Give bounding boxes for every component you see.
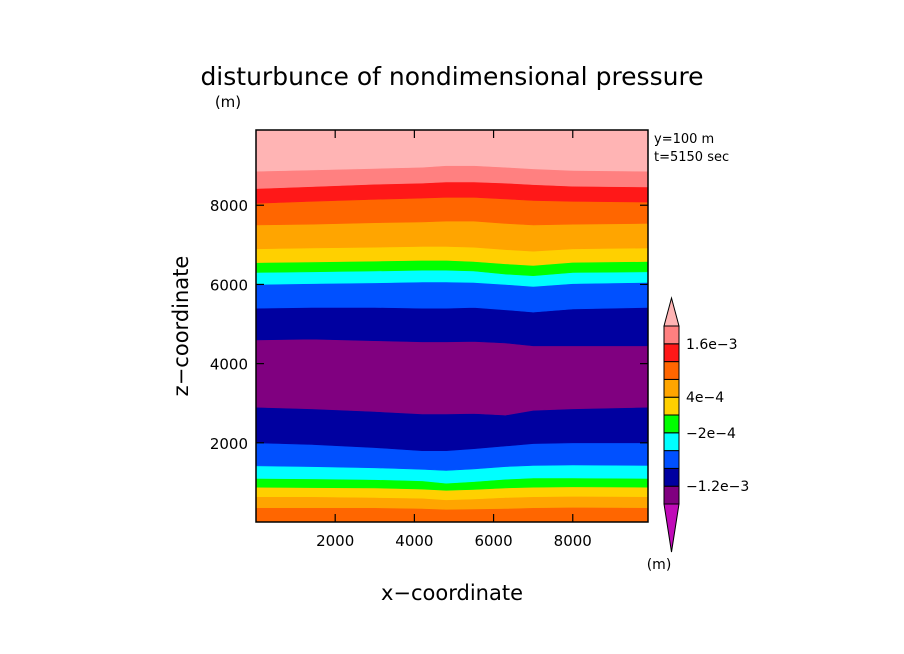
colorbar-swatch: [663, 450, 680, 469]
colorbar-swatch: [663, 343, 680, 363]
y-axis-label: z−coordinate: [169, 256, 193, 397]
colorbar: 1.6e−3 4e−4 −2e−4 −1.2e−3: [663, 296, 749, 553]
colorbar-swatch: [663, 396, 680, 416]
y-axis: 2000 4000 6000 8000: [210, 197, 648, 453]
x-tick-label: 8000: [554, 532, 592, 550]
y-tick-label: 4000: [210, 356, 248, 374]
colorbar-unit: (m): [647, 557, 672, 573]
contour-field: [255, 129, 649, 523]
colorbar-swatch: [663, 361, 680, 380]
chart-title: disturbunce of nondimensional pressure: [200, 62, 703, 91]
colorbar-swatch: [663, 485, 680, 505]
info-t: t=5150 sec: [654, 150, 729, 165]
colorbar-label: 4e−4: [686, 390, 724, 406]
contour-band-17: [255, 129, 649, 172]
contour-band-9: [255, 281, 649, 313]
x-axis: 2000 4000 6000 8000: [316, 130, 592, 550]
plot-frame: [255, 129, 649, 523]
colorbar-label: 1.6e−3: [686, 337, 738, 353]
colorbar-swatch: [663, 325, 680, 345]
colorbar-swatch: [663, 414, 680, 434]
y-tick-label: 8000: [210, 197, 248, 215]
colorbar-extend-min: [663, 503, 680, 553]
colorbar-swatch: [663, 467, 680, 487]
colorbar-label: −1.2e−3: [686, 479, 749, 495]
x-tick-label: 2000: [316, 532, 354, 550]
x-tick-label: 6000: [474, 532, 512, 550]
colorbar-swatch: [663, 378, 680, 398]
info-y: y=100 m: [654, 132, 714, 147]
title-unit: (m): [215, 93, 241, 111]
y-tick-label: 2000: [210, 435, 248, 453]
x-tick-label: 4000: [395, 532, 433, 550]
contour-band-13: [255, 220, 649, 252]
colorbar-label: −2e−4: [686, 426, 736, 442]
colorbar-extend-max: [663, 296, 680, 327]
contour-band-7: [255, 338, 649, 416]
x-axis-label: x−coordinate: [381, 581, 523, 605]
colorbar-swatch: [663, 432, 680, 452]
y-tick-label: 6000: [210, 276, 248, 294]
